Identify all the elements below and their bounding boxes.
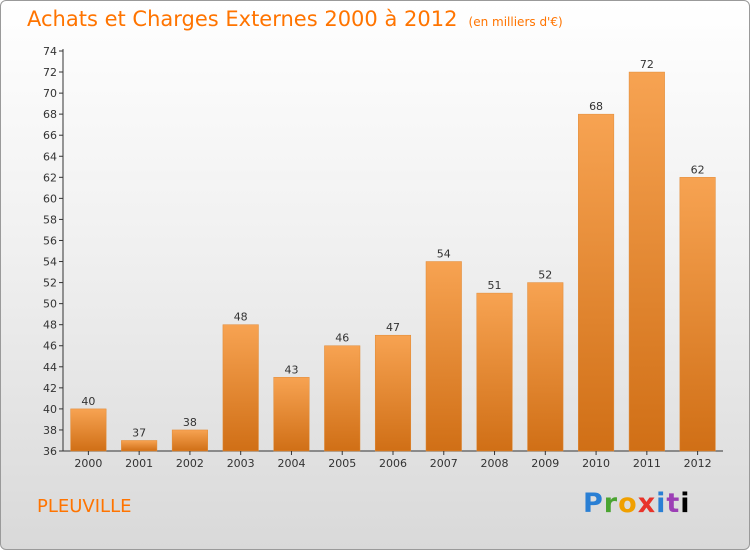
y-tick-label: 40 <box>43 403 57 416</box>
y-tick-label: 60 <box>43 192 57 205</box>
bar-value-label: 68 <box>589 100 603 113</box>
x-tick-label: 2011 <box>633 457 661 470</box>
bar <box>476 292 513 452</box>
bar <box>374 334 412 452</box>
y-tick-label: 44 <box>43 361 57 374</box>
y-tick-label: 56 <box>43 234 57 247</box>
x-tick-label: 2003 <box>227 457 255 470</box>
x-tick-label: 2009 <box>531 457 559 470</box>
y-tick-label: 36 <box>43 445 57 458</box>
x-tick-label: 2001 <box>125 457 153 470</box>
bar-value-label: 43 <box>284 363 298 376</box>
proxiti-logo: Proxiti <box>583 488 691 519</box>
bar-value-label: 52 <box>538 269 552 282</box>
x-tick-label: 2010 <box>582 457 610 470</box>
logo-letter: o <box>618 488 638 519</box>
bar-value-label: 48 <box>234 311 248 324</box>
bar-value-label: 54 <box>437 248 451 261</box>
bar <box>527 282 564 452</box>
y-tick-label: 64 <box>43 150 57 163</box>
y-tick-label: 74 <box>43 45 57 58</box>
bar <box>425 261 462 452</box>
y-tick-label: 48 <box>43 319 57 332</box>
x-tick-label: 2006 <box>379 457 407 470</box>
bar <box>273 377 310 452</box>
x-tick-label: 2007 <box>430 457 458 470</box>
chart-unit: (en milliers d'€) <box>468 15 563 29</box>
bar-value-label: 51 <box>488 279 502 292</box>
bar-value-label: 37 <box>132 426 146 439</box>
x-tick-label: 2002 <box>176 457 204 470</box>
x-tick-label: 2012 <box>684 457 712 470</box>
bar <box>171 429 208 452</box>
commune-name: PLEUVILLE <box>37 496 132 517</box>
y-tick-label: 58 <box>43 213 57 226</box>
x-tick-label: 2005 <box>328 457 356 470</box>
bar <box>679 177 716 452</box>
bar <box>121 440 158 452</box>
x-tick-label: 2004 <box>277 457 305 470</box>
y-tick-label: 66 <box>43 129 57 142</box>
logo-letter: x <box>637 488 657 519</box>
bar-value-label: 47 <box>386 321 400 334</box>
y-tick-label: 54 <box>43 256 57 269</box>
y-tick-label: 70 <box>43 87 57 100</box>
y-tick-label: 72 <box>43 66 57 79</box>
bar <box>628 71 665 452</box>
logo-letter: i <box>656 488 667 519</box>
x-tick-label: 2008 <box>481 457 509 470</box>
logo-letter: P <box>583 488 604 519</box>
logo-letter: r <box>603 488 619 519</box>
bar-value-label: 40 <box>81 395 95 408</box>
logo-letter: t <box>666 488 681 519</box>
bar-value-label: 46 <box>335 332 349 345</box>
y-tick-label: 42 <box>43 382 57 395</box>
bar <box>324 345 361 452</box>
bar <box>222 324 259 452</box>
logo-letter: i <box>680 488 691 519</box>
y-tick-label: 52 <box>43 277 57 290</box>
y-tick-label: 68 <box>43 108 57 121</box>
chart-title-block: Achats et Charges Externes 2000 à 2012 (… <box>27 7 563 31</box>
y-tick-label: 38 <box>43 424 57 437</box>
bar-value-label: 72 <box>640 58 654 71</box>
chart-title: Achats et Charges Externes 2000 à 2012 <box>27 7 458 31</box>
x-tick-label: 2000 <box>74 457 102 470</box>
bar <box>578 113 615 452</box>
bar-value-label: 38 <box>183 416 197 429</box>
bar <box>70 408 107 452</box>
y-tick-label: 50 <box>43 298 57 311</box>
bar-value-label: 62 <box>691 163 705 176</box>
y-tick-label: 62 <box>43 171 57 184</box>
y-tick-label: 46 <box>43 340 57 353</box>
